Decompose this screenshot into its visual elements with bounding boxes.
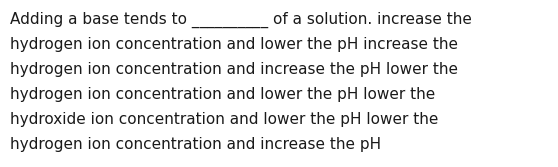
Text: hydrogen ion concentration and lower the pH lower the: hydrogen ion concentration and lower the…: [10, 87, 435, 102]
Text: Adding a base tends to __________ of a solution. increase the: Adding a base tends to __________ of a s…: [10, 12, 472, 28]
Text: hydrogen ion concentration and increase the pH lower the: hydrogen ion concentration and increase …: [10, 62, 458, 77]
Text: hydrogen ion concentration and lower the pH increase the: hydrogen ion concentration and lower the…: [10, 37, 458, 52]
Text: hydroxide ion concentration and lower the pH lower the: hydroxide ion concentration and lower th…: [10, 112, 439, 127]
Text: hydrogen ion concentration and increase the pH: hydrogen ion concentration and increase …: [10, 137, 381, 152]
